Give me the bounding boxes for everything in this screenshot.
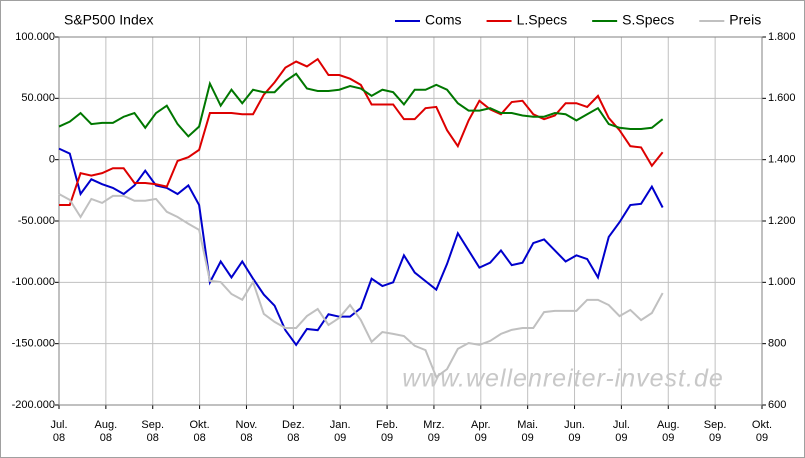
x-tick-label: Jan. 09 [329, 419, 351, 444]
x-tick-label: Sep. 08 [141, 419, 165, 444]
plot-frame [58, 36, 763, 406]
chart-title: S&P500 Index [64, 12, 154, 28]
y2-tick-label: 600 [768, 399, 786, 411]
watermark: www.wellenreiter-invest.de [402, 365, 724, 393]
legend: Coms L.Specs S.Specs Preis [395, 12, 761, 28]
y2-tick-label: 1.800 [768, 31, 796, 43]
y2-tick-label: 1.600 [768, 92, 796, 104]
y2-tick-label: 800 [768, 338, 786, 350]
y-tick-label: -150.000 [12, 338, 55, 350]
x-tick-label: Nov. 08 [235, 419, 258, 444]
x-tick-label: Apr. 09 [471, 419, 491, 444]
y-tick-label: -50.000 [18, 215, 55, 227]
y2-tick-label: 1.000 [768, 276, 796, 288]
y-tick-label: -100.000 [12, 276, 55, 288]
legend-label: S.Specs [622, 12, 674, 28]
legend-label: L.Specs [517, 12, 568, 28]
series-line [59, 57, 664, 207]
y-tick-label: -200.000 [12, 399, 55, 411]
series-line [58, 72, 664, 138]
x-tick-label: Okt. 08 [189, 419, 210, 444]
x-tick-label: Mai. 09 [517, 419, 539, 444]
series-line [58, 147, 664, 347]
x-tick-label: Jun. 09 [564, 419, 585, 444]
x-tick-label: Jul. 08 [50, 419, 68, 444]
legend-label: Preis [729, 12, 761, 28]
legend-label: Coms [425, 12, 462, 28]
x-tick-label: Okt. 09 [751, 419, 773, 444]
x-tick-label: Mrz. 09 [423, 419, 445, 444]
y-tick-label: 100.000 [15, 31, 55, 43]
x-tick-label: Aug. 09 [656, 419, 680, 444]
x-tick-label: Sep. 09 [703, 419, 727, 444]
y-tick-label: 50.000 [21, 92, 55, 104]
series-line [58, 193, 664, 379]
y-tick-label: 0 [49, 154, 55, 166]
y2-tick-label: 1.400 [768, 154, 796, 166]
x-tick-label: Jul. 09 [612, 419, 630, 444]
x-tick-label: Dez. 08 [282, 419, 305, 444]
y2-tick-label: 1.200 [768, 215, 796, 227]
x-tick-label: Aug. 08 [94, 419, 118, 444]
x-tick-label: Feb. 09 [376, 419, 399, 444]
